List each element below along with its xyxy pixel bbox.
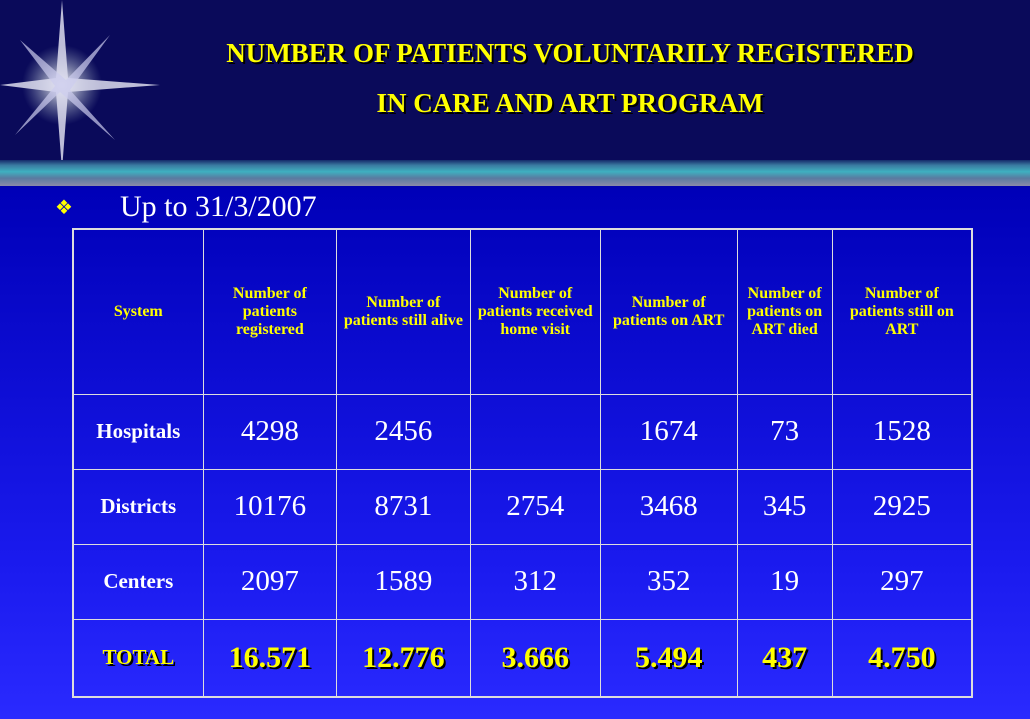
title-line: NUMBER OF PATIENTS VOLUNTARILY REGISTERE…	[130, 38, 1010, 69]
row-label: Districts	[73, 469, 203, 544]
row-label: Centers	[73, 544, 203, 619]
row-label: TOTAL	[73, 619, 203, 697]
cell: 4298	[203, 395, 337, 470]
cell: 297	[832, 544, 972, 619]
cell: 1589	[337, 544, 471, 619]
cell: 312	[470, 544, 600, 619]
column-header: Number of patients received home visit	[470, 229, 600, 395]
cell: 19	[737, 544, 832, 619]
slide: NUMBER OF PATIENTS VOLUNTARILY REGISTERE…	[0, 0, 1030, 719]
column-header: Number of patients still on ART	[832, 229, 972, 395]
cell: 2754	[470, 469, 600, 544]
cell: 437	[737, 619, 832, 697]
cell: 3468	[600, 469, 737, 544]
column-header: Number of patients registered	[203, 229, 337, 395]
column-header: Number of patients still alive	[337, 229, 471, 395]
cell	[470, 395, 600, 470]
cell: 16.571	[203, 619, 337, 697]
column-header: System	[73, 229, 203, 395]
cell: 2925	[832, 469, 972, 544]
cell: 2456	[337, 395, 471, 470]
cell: 5.494	[600, 619, 737, 697]
cell: 73	[737, 395, 832, 470]
row-label: Hospitals	[73, 395, 203, 470]
bullet-icon: ❖	[55, 195, 73, 220]
cell: 8731	[337, 469, 471, 544]
column-header: Number of patients on ART died	[737, 229, 832, 395]
cell: 2097	[203, 544, 337, 619]
column-header: Number of patients on ART	[600, 229, 737, 395]
cell: 345	[737, 469, 832, 544]
cell: 10176	[203, 469, 337, 544]
cell: 12.776	[337, 619, 471, 697]
cell: 352	[600, 544, 737, 619]
title-line: IN CARE AND ART PROGRAM	[130, 88, 1010, 119]
cell: 3.666	[470, 619, 600, 697]
cell: 1528	[832, 395, 972, 470]
cell: 1674	[600, 395, 737, 470]
bullet-text: Up to 31/3/2007	[120, 190, 317, 224]
cell: 4.750	[832, 619, 972, 697]
divider-bar	[0, 160, 1030, 186]
